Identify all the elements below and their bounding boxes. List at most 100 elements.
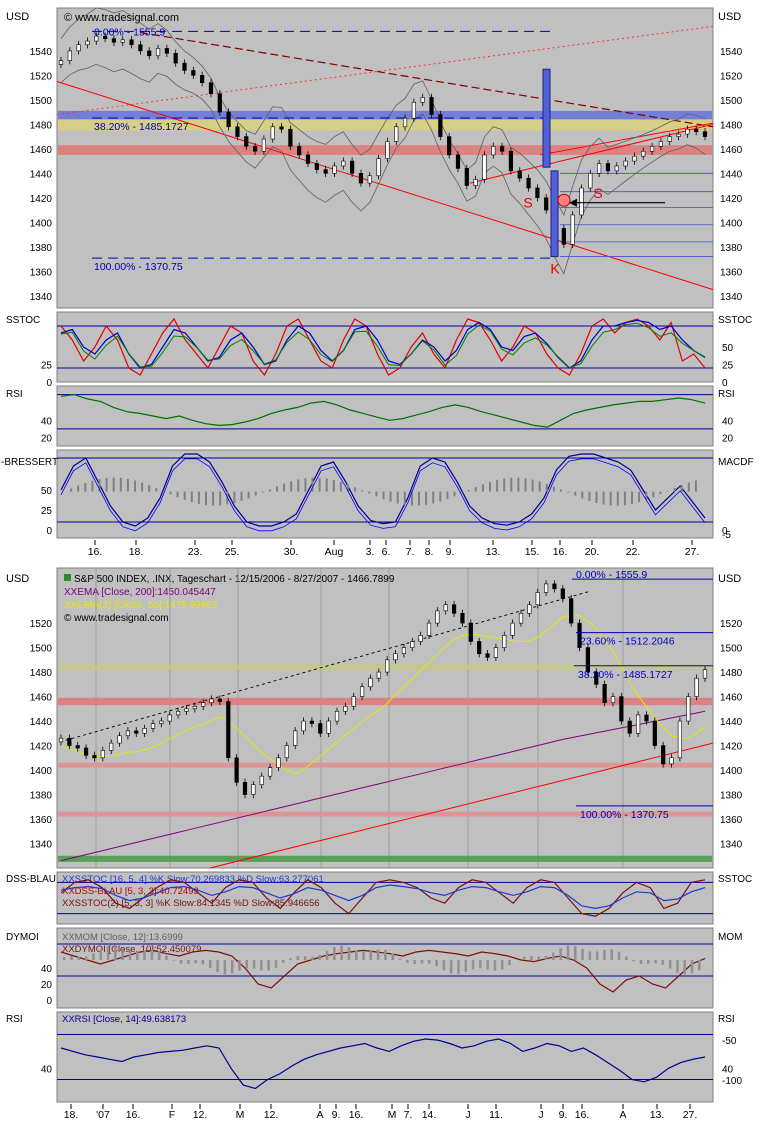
bottom-price-candle — [528, 605, 532, 614]
bottom-price-candle — [427, 623, 431, 635]
bottom-price-candle — [502, 635, 506, 647]
price-tick-left-bottom: 1380 — [30, 791, 53, 802]
top-price-candle — [483, 155, 487, 179]
top-price-candle — [412, 102, 416, 118]
rsi-bottom-label-left: RSI — [6, 1014, 23, 1025]
price-tick-right: 1400 — [720, 218, 743, 229]
macd-histogram-bar — [141, 483, 143, 492]
macd-histogram-bar — [496, 480, 498, 492]
x-tick-label-bottom: A — [316, 1109, 323, 1121]
dymoi-tick-left: 20 — [41, 980, 53, 991]
top-price-candle — [368, 176, 372, 183]
bressert-label-left: -BRESSERT — [1, 457, 58, 468]
top-price-candle — [465, 168, 469, 185]
price-tick-right-bottom: 1460 — [720, 693, 743, 704]
price-zone-bottom — [58, 856, 712, 862]
top-price-candle — [668, 137, 672, 142]
price-tick-right-bottom: 1340 — [720, 840, 743, 851]
top-price-currency-right: USD — [718, 11, 741, 23]
mom-histogram-bar — [92, 953, 95, 960]
top-price-candle — [227, 112, 231, 127]
mom-histogram-bar — [231, 960, 234, 974]
macd-histogram-bar — [517, 478, 519, 492]
price-tick-right: 1500 — [720, 96, 743, 107]
bottom-price-currency-left: USD — [6, 573, 29, 585]
macd-histogram-bar — [652, 492, 654, 498]
mom-histogram-bar — [465, 960, 468, 972]
top-price-candle — [403, 118, 407, 127]
price-tick-right: 1460 — [720, 145, 743, 156]
mom-histogram-bar — [129, 951, 132, 960]
bottom-price-candle — [611, 697, 615, 703]
mom-histogram-bar — [224, 960, 227, 974]
mom-histogram-bar — [589, 951, 592, 960]
macd-histogram-bar — [404, 492, 406, 505]
mom-histogram-bar — [574, 946, 577, 960]
macd-histogram-bar — [659, 492, 661, 495]
bottom-price-candle — [126, 731, 130, 736]
x-tick-label-bottom: 16. — [349, 1109, 364, 1121]
fib-label-bottom: 23.60% - 1512.2046 — [580, 636, 675, 648]
bottom-price-candle — [151, 724, 155, 729]
macd-histogram-bar — [617, 492, 619, 506]
macd-histogram-bar — [688, 483, 690, 492]
price-tick-left-bottom: 1360 — [30, 815, 53, 826]
bottom-price-watermark: © www.tradesignal.com — [64, 613, 169, 624]
bottom-price-candle — [519, 613, 523, 623]
mom-histogram-bar — [669, 960, 672, 969]
x-tick-label-top: 22. — [626, 546, 641, 558]
bottom-price-candle — [703, 670, 707, 679]
mom-histogram-bar — [406, 960, 409, 963]
mom-histogram-bar — [348, 947, 351, 960]
price-tick-left-bottom: 1480 — [30, 668, 53, 679]
macd-histogram-bar — [574, 492, 576, 496]
price-tick-left: 1520 — [30, 71, 53, 82]
top-price-candle — [518, 171, 522, 178]
top-price-candle — [359, 173, 363, 183]
price-tick-right-bottom: 1400 — [720, 766, 743, 777]
x-tick-label-top: 18. — [129, 546, 144, 558]
top-price-candle — [297, 146, 301, 155]
mom-histogram-bar — [70, 956, 73, 960]
x-tick-label-top: 8. — [425, 546, 434, 558]
bottom-price-candle — [302, 721, 306, 731]
macd-histogram-bar — [84, 483, 86, 492]
sstoc-tick-left: 25 — [41, 361, 53, 372]
sstoc-label-right: SSTOC — [718, 315, 752, 326]
top-price-candle — [447, 137, 451, 155]
macd-histogram-bar — [248, 492, 250, 499]
mom-histogram-bar — [625, 956, 628, 960]
bottom-price-candle — [252, 785, 256, 795]
bottom-price-candle — [335, 711, 339, 721]
x-tick-label-top: 23. — [188, 546, 203, 558]
mom-histogram-bar — [581, 949, 584, 960]
price-tick-left-bottom: 1460 — [30, 693, 53, 704]
mom-histogram-bar — [486, 960, 489, 970]
bottom-price-candle — [210, 699, 214, 703]
bottom-price-candle — [218, 699, 222, 701]
bressert-tick-right: 0 — [722, 526, 728, 537]
top-price-candle — [183, 63, 187, 70]
top-price-candle — [580, 188, 584, 215]
mom-histogram-bar — [413, 960, 416, 964]
bottom-price-candle — [76, 746, 80, 748]
mom-histogram-bar — [494, 960, 497, 971]
x-tick-label-top: 27. — [685, 546, 700, 558]
mom-histogram-bar — [684, 960, 687, 974]
price-tick-left: 1360 — [30, 267, 53, 278]
top-price-candle — [562, 228, 566, 244]
price-tick-left: 1400 — [30, 218, 53, 229]
mom-histogram-bar — [611, 949, 614, 960]
bottom-price-candle — [285, 746, 289, 758]
mom-histogram-bar — [267, 960, 270, 970]
macd-histogram-bar — [425, 492, 427, 505]
macd-histogram-bar — [361, 490, 363, 491]
mom-histogram-bar — [662, 960, 665, 965]
bottom-price-candle — [293, 731, 297, 746]
rsi-top-tick-right: 40 — [722, 416, 734, 427]
x-tick-label-bottom: 9. — [332, 1109, 341, 1121]
macd-histogram-bar — [439, 492, 441, 502]
price-tick-left-bottom: 1340 — [30, 840, 53, 851]
